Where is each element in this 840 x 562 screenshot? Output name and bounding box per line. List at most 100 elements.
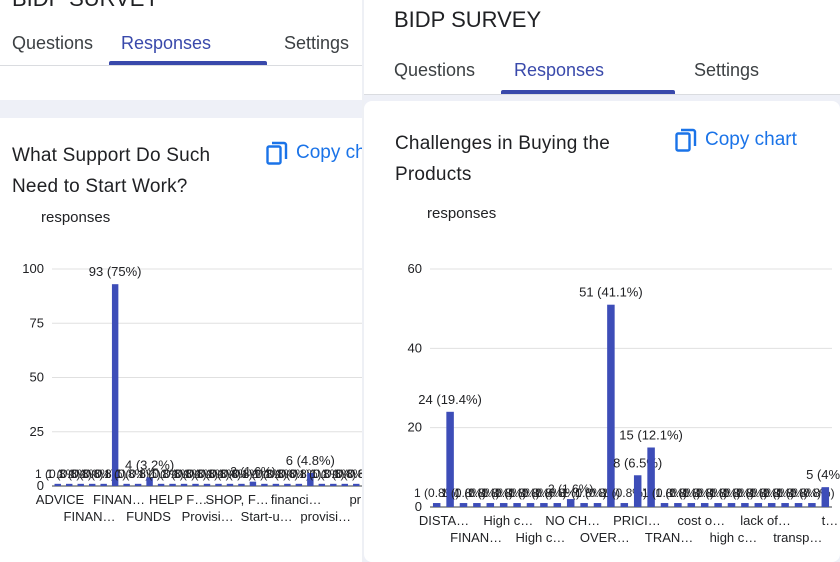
bar [77,483,84,486]
x-tick-label: FINAN… [93,492,145,507]
bar [100,483,107,486]
bar [580,503,588,507]
bar [66,483,73,486]
question-title: What Support Do Such Need to Start Work? [12,140,242,202]
x-tick-label: PRICI… [613,513,661,528]
bar [700,503,709,507]
data-label: 1 (0.8%) [334,467,362,481]
bar [513,503,521,507]
data-label: 1 (0.8%) [642,486,687,500]
x-tick-label: provisi… [300,509,351,524]
data-label: 1 (0.8%) [196,467,241,481]
x-tick-label: financi… [271,492,322,507]
copy-chart-label: Copy chart [296,142,362,163]
bar [192,483,199,486]
x-tick-label: NO CH… [545,513,600,528]
bar [821,487,830,507]
copy-icon [675,128,697,152]
x-tick-label: FINAN… [64,509,116,524]
bar [540,503,548,507]
data-label: 4 (3.2%) [125,457,174,472]
data-label: 1 (0.8%) [265,467,310,481]
tab-questions[interactable]: Questions [394,60,476,80]
question-card: What Support Do Such Need to Start Work?… [0,118,362,562]
bar [794,503,803,507]
survey-title: BIDP SURVEY [394,7,542,32]
bar [781,503,789,507]
bar [767,503,776,507]
copy-chart-label: Copy chart [705,129,797,150]
x-tick-label: HELP F… [149,492,207,507]
data-label: 6 (4.8%) [286,453,335,468]
data-label: 1 (0.8%) [299,467,344,481]
bar [714,503,722,507]
survey-title: BIDP SURVEY [12,0,159,12]
x-tick-label: Provisi… [182,509,234,524]
x-tick-label: transp… [773,530,822,545]
y-tick-label: 60 [408,261,422,276]
bar [88,483,96,486]
question-title: Challenges in Buying the Products [395,128,655,190]
bar [226,483,234,486]
bar [459,503,468,507]
bar [446,411,454,507]
data-label: 1 (0.8%) [242,467,287,481]
tabs-divider [364,94,840,95]
data-label: 1 (0.8%) [669,486,714,500]
data-label: 1 (0.8%) [655,486,700,500]
data-label: 1 (0.8%) [494,486,539,500]
data-label: 1 (0.8%) [454,486,499,500]
x-tick-label: TRAN… [645,530,693,545]
data-label: 1 (0.8%) [709,486,754,500]
copy-chart-button[interactable]: Copy chart [266,141,362,165]
y-tick-label: 75 [30,315,44,330]
bar [341,483,348,486]
question-title-line-2: Products [395,164,472,185]
active-tab-indicator [501,90,675,94]
data-label: 1 (0.8%) [468,486,513,500]
copy-icon [266,141,288,165]
bar [499,503,508,507]
copy-chart-button[interactable]: Copy chart [675,128,797,152]
bar [272,483,280,486]
data-label: 1 (0.8%) [521,486,566,500]
tab-responses[interactable]: Responses [121,33,212,53]
x-tick-label: ADVICE [36,492,85,507]
data-label: 1 (0.8%) [311,467,356,481]
question-title-line-2: Need to Start Work? [12,176,188,197]
data-label: 1 (0.8%) [35,467,80,481]
data-label: 2 (1.6%) [548,482,593,496]
bar [169,483,176,486]
bar [203,483,211,486]
x-tick-label: High c… [483,513,533,528]
y-tick-label: 0 [415,499,422,514]
bar [307,472,314,486]
x-tick-label: FUNDS [126,509,171,524]
bar [473,503,481,507]
x-tick-label: cost o… [677,513,725,528]
data-label: 8 (6.5%) [613,455,662,470]
data-label: 1 (0.8%) [70,467,115,481]
tab-questions[interactable]: Questions [12,33,94,53]
bar [647,447,655,507]
data-label: 1 (0.8%) [219,467,264,481]
bar [353,483,360,486]
data-label: 1 (0.8%) [207,467,252,481]
tab-responses[interactable]: Responses [514,60,605,80]
bar [660,503,669,507]
data-label: 1 (0.8%) [47,467,92,481]
tab-settings[interactable]: Settings [694,60,760,80]
bar [249,481,257,486]
tab-settings[interactable]: Settings [284,33,350,53]
x-tick-label: FINAN… [450,530,502,545]
bar [180,483,188,486]
bar [111,284,119,486]
bar [593,503,602,507]
data-label: 24 (19.4%) [418,392,482,407]
y-tick-label: 25 [30,424,44,439]
data-label: 1 (0.8%) [322,467,362,481]
bar [261,483,268,486]
question-title-line-1: Challenges in Buying the [395,133,610,154]
